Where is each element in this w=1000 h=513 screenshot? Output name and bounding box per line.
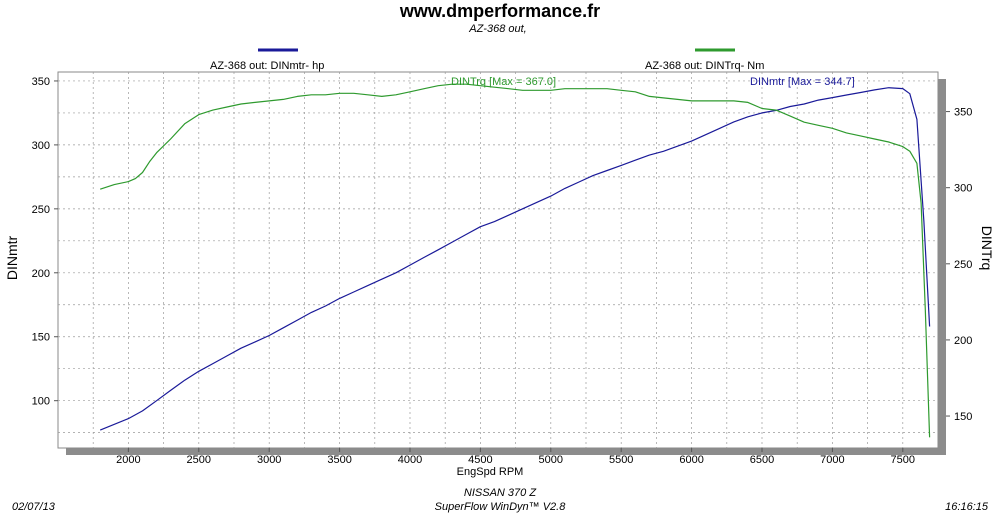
y-right-tick-label: 350 [954,107,972,119]
y-left-tick-label: 150 [32,332,50,344]
site-title: www.dmperformance.fr [399,1,600,21]
x-tick-label: 3000 [257,454,281,466]
y-left-tick-label: 100 [32,396,50,408]
footer-date: 02/07/13 [12,501,56,513]
footer-time: 16:16:15 [945,501,989,513]
y-left-tick-label: 200 [32,268,50,280]
grid-lines [58,72,938,448]
x-tick-label: 4500 [468,454,492,466]
axis-ticks: 2000 2500 3000 3500 4000 4500 5000 5500 6000 6500… [32,76,973,466]
y-left-tick-label: 300 [32,140,50,152]
legend-power-label: AZ-368 out: DINmtr- hp [210,60,324,72]
legend-torque-label: AZ-368 out: DINTrq- Nm [645,60,764,72]
y-axis-right-title: DINTrq [979,226,995,271]
footer-software: SuperFlow WinDyn™ V2.8 [435,501,567,513]
x-tick-label: 4000 [398,454,422,466]
x-tick-label: 3500 [327,454,351,466]
plot-area [57,71,939,449]
torque-series-line [100,83,931,438]
x-tick-label: 6000 [679,454,703,466]
x-tick-label: 5000 [539,454,563,466]
y-left-tick-label: 250 [32,204,50,216]
y-right-tick-label: 200 [954,335,972,347]
y-right-tick-label: 150 [954,411,972,423]
x-tick-label: 2000 [116,454,140,466]
torque-max-annotation: DINTrq [Max = 367.0] [451,76,556,88]
series-lines [99,83,931,438]
x-tick-label: 7000 [820,454,844,466]
power-series-line [99,87,931,431]
power-max-annotation: DINmtr [Max = 344.7] [750,76,855,88]
x-tick-label: 6500 [750,454,774,466]
x-tick-label: 5500 [609,454,633,466]
x-axis-title: EngSpd RPM [457,466,524,478]
run-subtitle: AZ-368 out, [468,23,526,35]
y-right-tick-label: 300 [954,183,972,195]
x-tick-label: 7500 [891,454,915,466]
y-axis-left-title: DINmtr [4,236,20,281]
footer-vehicle: NISSAN 370 Z [464,487,537,499]
y-left-tick-label: 350 [32,76,50,88]
x-tick-label: 2500 [187,454,211,466]
y-right-tick-label: 250 [954,259,972,271]
right-axis-bar [938,79,946,455]
